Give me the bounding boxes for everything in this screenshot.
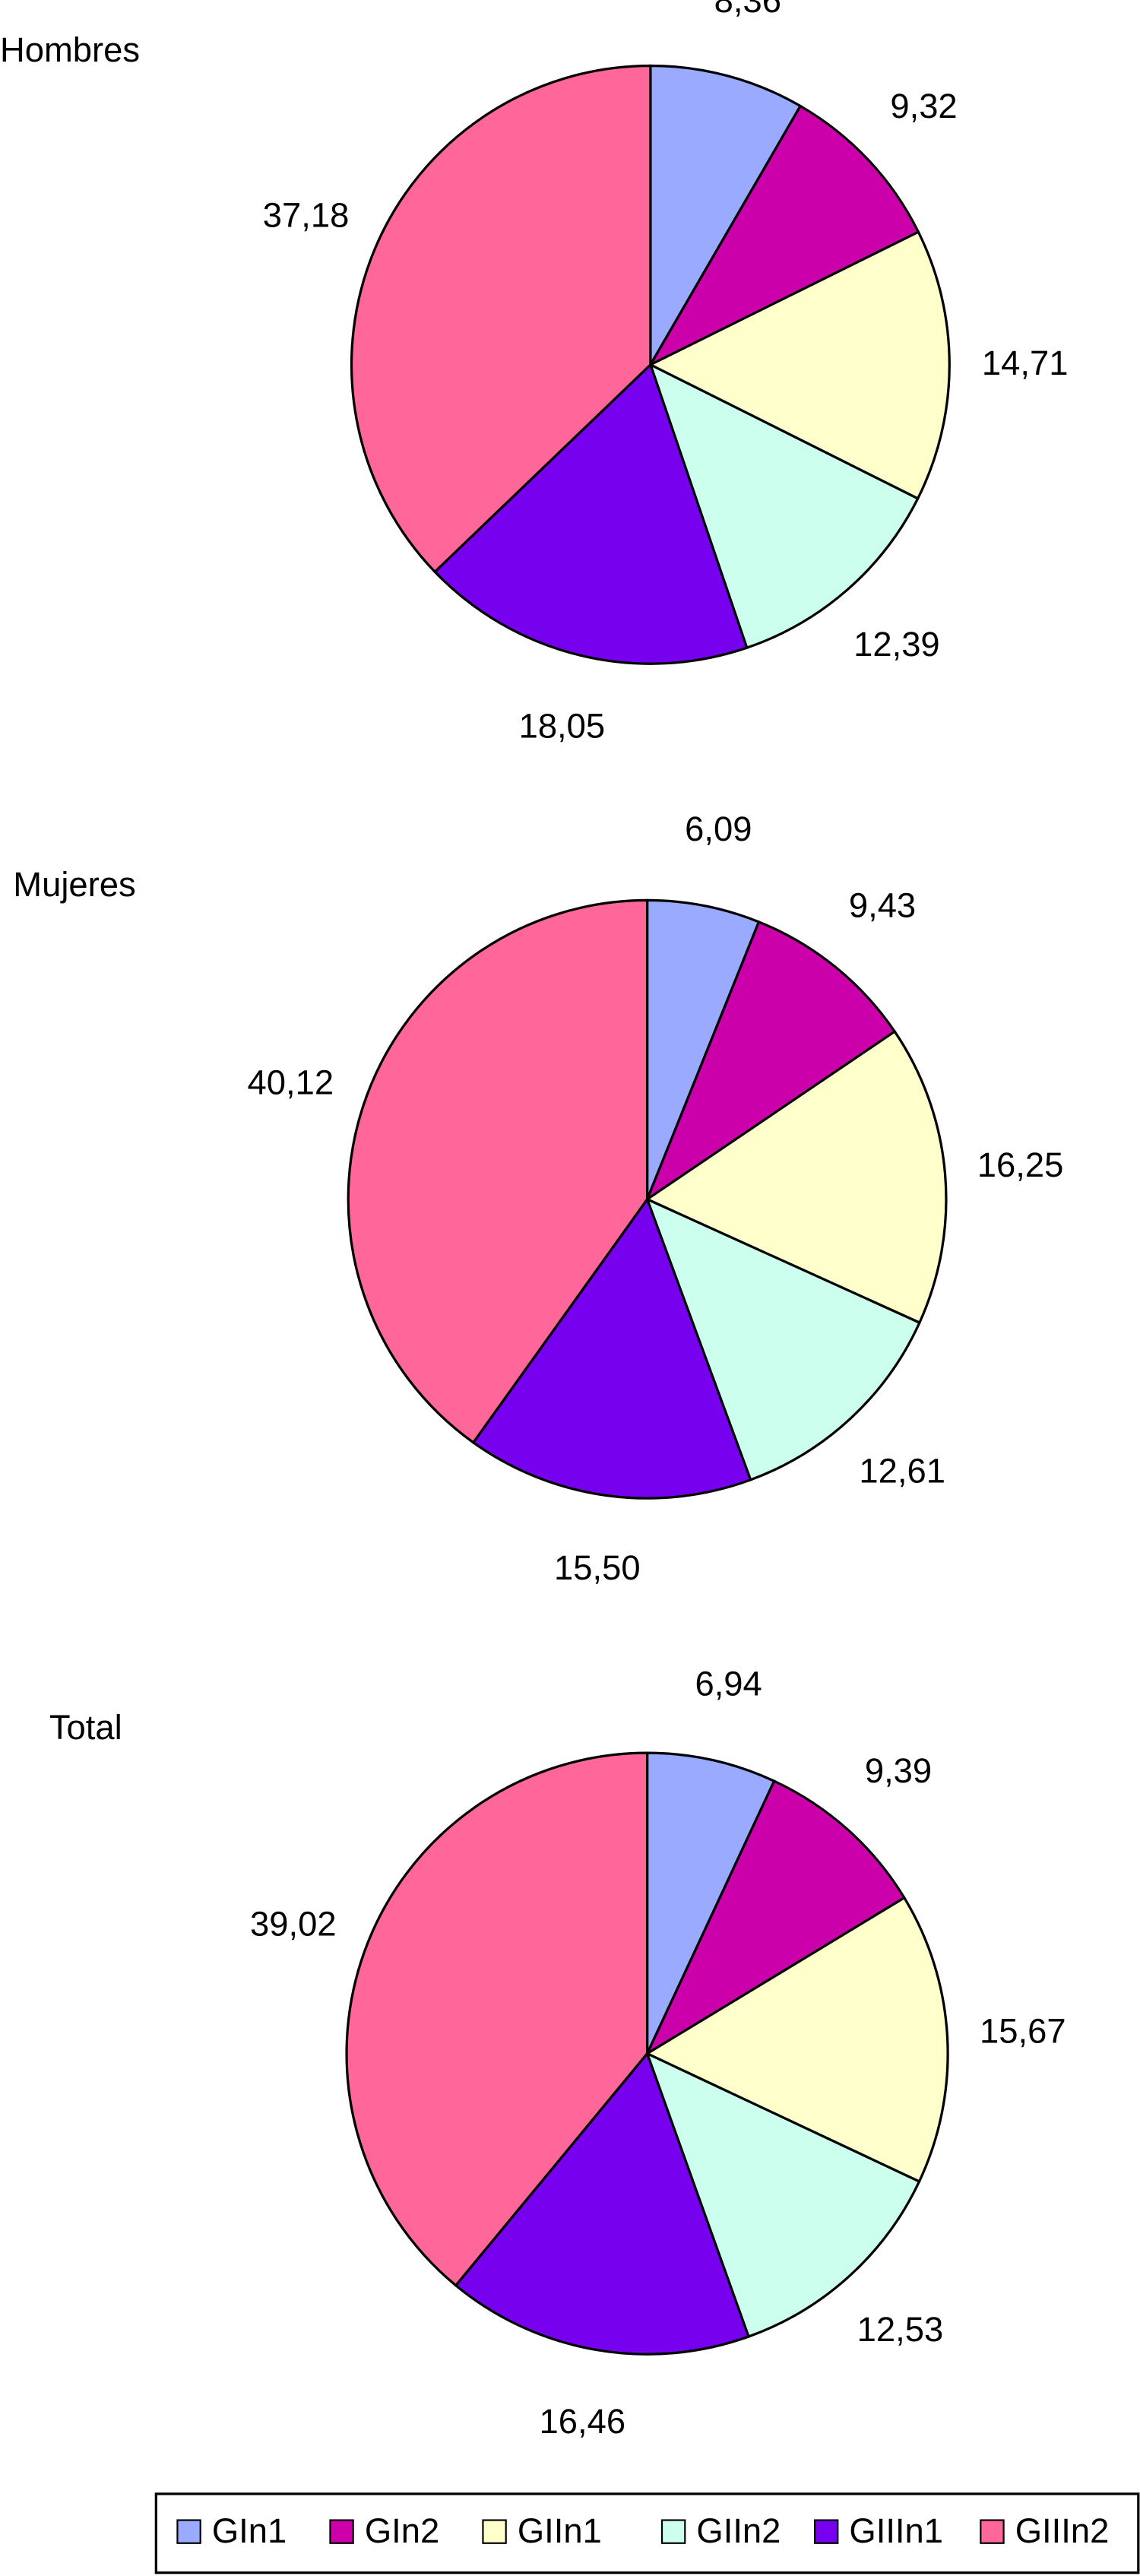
- legend-box: [154, 2492, 1140, 2574]
- data-label: 15,67: [980, 2012, 1066, 2051]
- pie-slice: [644, 2051, 921, 2339]
- data-label: 15,50: [554, 1548, 641, 1587]
- legend-label: GIIIn1: [849, 2511, 943, 2550]
- data-label: 6,94: [695, 1664, 762, 1703]
- legend-label: GIn2: [365, 2511, 439, 2550]
- pie-slice: [347, 898, 649, 1445]
- pie-slice: [644, 920, 897, 1203]
- chart-title: Total: [49, 1708, 122, 1747]
- pie-slice: [454, 2051, 751, 2356]
- pie-slice: [647, 104, 920, 368]
- chart-title: Mujeres: [13, 865, 135, 904]
- data-label: 6,09: [685, 810, 752, 848]
- pie-slice: [648, 362, 920, 650]
- data-label: 12,61: [859, 1452, 945, 1491]
- pie-chart: Total 6,94 9,39 15,67 12,53 16,46 39,02: [49, 1664, 1066, 2441]
- legend-label: GIIIn2: [1015, 2511, 1110, 2550]
- data-label: 8,36: [714, 0, 781, 20]
- pie-slice: [471, 1196, 752, 1500]
- pie-slice: [350, 64, 652, 574]
- pie-slice: [644, 1196, 922, 1481]
- data-label: 40,12: [248, 1063, 334, 1101]
- legend-swatch: [482, 2519, 507, 2544]
- legend-label: GIIn1: [518, 2511, 602, 2550]
- data-label: 9,43: [849, 886, 916, 924]
- data-label: 9,32: [890, 87, 957, 125]
- data-label: 9,39: [865, 1751, 932, 1790]
- pie-slice: [644, 1896, 949, 2184]
- pie-slice: [648, 230, 951, 501]
- data-label: 12,53: [857, 2310, 944, 2349]
- data-label: 39,02: [250, 1904, 337, 1943]
- data-label: 16,25: [977, 1145, 1064, 1184]
- data-label: 16,46: [540, 2402, 626, 2441]
- pie-slice: [644, 1029, 948, 1325]
- pie-slice: [432, 362, 749, 665]
- legend-swatch: [660, 2519, 686, 2544]
- pie-chart: Hombres 8,36 9,32 14,71 12,39 18,05 37,18: [0, 0, 1068, 746]
- legend-swatch: [813, 2519, 839, 2544]
- data-label: 37,18: [263, 196, 350, 235]
- legend-swatch: [980, 2519, 1005, 2544]
- data-label: 18,05: [519, 707, 606, 746]
- pie-chart: Mujeres 6,09 9,43 16,25 12,61 15,50 40,12: [13, 810, 1063, 1587]
- data-label: 12,39: [853, 625, 940, 664]
- legend-swatch: [329, 2519, 354, 2544]
- chart-title: Hombres: [0, 30, 140, 69]
- data-label: 14,71: [982, 344, 1069, 382]
- pie-slice: [645, 898, 761, 1200]
- pie-slice: [345, 1751, 649, 2287]
- legend-swatch: [176, 2519, 201, 2544]
- pie-slice: [649, 64, 803, 369]
- legend-label: GIn1: [212, 2511, 287, 2550]
- pie-slice: [645, 1751, 776, 2055]
- legend-label: GIIn2: [696, 2511, 781, 2550]
- legend: GIn1 GIn2 GIIn1 GIIn2 GIIIn1 GIIIn2: [154, 2492, 1140, 2574]
- pie-slice: [644, 1779, 907, 2057]
